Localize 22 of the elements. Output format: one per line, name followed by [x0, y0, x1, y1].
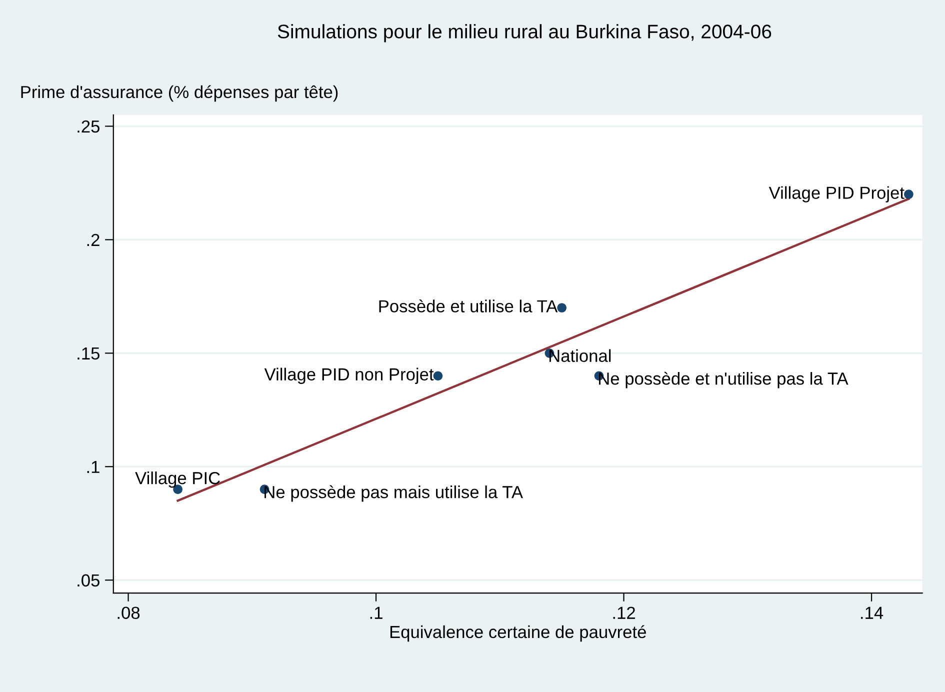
x-tick-label: .14 [861, 606, 884, 619]
annotation: National [549, 349, 611, 362]
point [433, 371, 443, 381]
x-tick-label: .08 [118, 606, 140, 619]
y-axis-title: Prime d'assurance (% dépenses par tête) [21, 85, 338, 102]
annotation: Village PID Projet [768, 186, 904, 202]
point [904, 190, 914, 199]
y-tick-label: .1 [87, 460, 100, 473]
y-tick-label: .2 [87, 234, 100, 246]
y-tick-label: .05 [78, 574, 100, 587]
annotation: Ne possède et n'utilise pas la TA [599, 372, 848, 388]
x-axis-title: Equivalence certaine de pauvreté [390, 625, 646, 642]
annotation: Village PIC [135, 472, 220, 488]
y-tick-label: .15 [78, 348, 100, 360]
chart-title: Simulations pour le milieu rural au Burkina Faso, 2004-06 [278, 24, 772, 42]
annotation: Possède et utilise la TA [379, 299, 558, 312]
point [557, 303, 566, 312]
annotation: Ne possède pas mais utilise la TA [264, 485, 524, 502]
y-tick-label: .25 [78, 120, 100, 133]
x-tick-label: .12 [613, 606, 635, 619]
x-tick-label: .1 [370, 606, 382, 619]
annotation: Village PID non Projet [264, 368, 434, 384]
